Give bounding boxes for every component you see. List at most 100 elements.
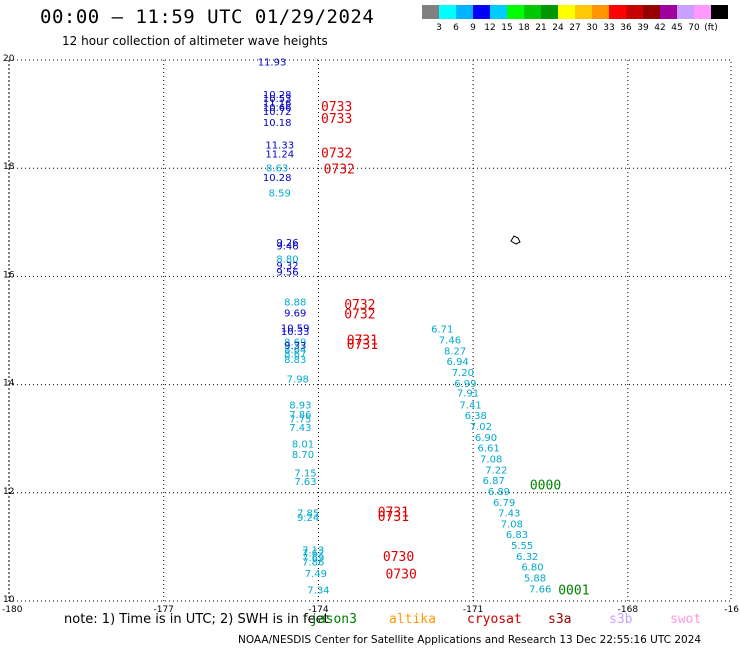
chart-title: 00:00 – 11:59 UTC 01/29/2024 bbox=[40, 6, 375, 28]
note-text: note: 1) Time is in UTC; 2) SWH is in fe… bbox=[64, 612, 329, 627]
wave-height-value: 9.69 bbox=[284, 308, 306, 319]
x-tick-label: -174 bbox=[308, 605, 329, 615]
wave-height-value: 10.28 bbox=[263, 90, 292, 101]
y-tick-label: 14 bbox=[3, 379, 15, 389]
wave-height-value: 7.43 bbox=[498, 509, 520, 520]
wave-height-value: 9.26 bbox=[276, 238, 298, 249]
scale-label: 70 bbox=[688, 23, 700, 33]
wave-height-value: 6.89 bbox=[488, 487, 510, 498]
wave-height-value: 8.93 bbox=[289, 400, 311, 411]
wave-height-value: 8.64 bbox=[284, 345, 306, 356]
wave-height-value: 7.91 bbox=[457, 389, 479, 400]
wave-height-value: 8.63 bbox=[266, 163, 288, 174]
scale-swatch bbox=[473, 5, 490, 19]
scale-label: 33 bbox=[603, 23, 614, 33]
wave-height-value: 6.61 bbox=[477, 444, 499, 455]
scale-swatch bbox=[507, 5, 524, 19]
wave-height-value: 11.16 bbox=[263, 99, 292, 110]
wave-height-value: 7.34 bbox=[307, 585, 329, 596]
scale-swatch bbox=[490, 5, 507, 19]
wave-height-value: 8.01 bbox=[292, 439, 314, 450]
wave-height-value: 6.80 bbox=[521, 563, 543, 574]
scale-swatch bbox=[456, 5, 473, 19]
pass-time-label: 0731 bbox=[378, 510, 409, 525]
scale-swatch bbox=[660, 5, 677, 19]
wave-height-value: 9.32 bbox=[276, 261, 298, 272]
scale-label: 6 bbox=[453, 23, 459, 33]
wave-height-value: 10.66 bbox=[263, 103, 292, 114]
wave-height-value: 8.69 bbox=[284, 338, 306, 349]
pass-time-label: 0001 bbox=[558, 584, 589, 599]
x-tick-label: -168 bbox=[618, 605, 639, 615]
chart-grid bbox=[8, 59, 732, 602]
scale-label: 45 bbox=[671, 23, 682, 33]
scale-swatch bbox=[541, 5, 558, 19]
plot-frame bbox=[8, 59, 732, 602]
wave-height-value: 7.98 bbox=[287, 374, 309, 385]
scale-swatch bbox=[592, 5, 609, 19]
y-tick-label: 10 bbox=[3, 595, 15, 605]
scale-swatch bbox=[626, 5, 643, 19]
pass-time-label: 0730 bbox=[383, 550, 414, 565]
island-marker bbox=[510, 235, 521, 245]
y-tick-label: 18 bbox=[3, 162, 15, 172]
wave-height-value: 7.43 bbox=[289, 423, 311, 434]
wave-height-value: 10.53 bbox=[263, 94, 292, 105]
x-tick-label: -180 bbox=[2, 605, 23, 615]
wave-height-points: 11.9310.2810.5311.1610.6610.7210.1811.33… bbox=[258, 57, 552, 596]
wave-height-value: 7.86 bbox=[289, 410, 311, 421]
scale-swatch bbox=[558, 5, 575, 19]
wave-height-value: 10.33 bbox=[281, 327, 310, 338]
wave-height-value: 6.99 bbox=[454, 379, 476, 390]
wave-height-value: 8.70 bbox=[292, 450, 314, 461]
wave-height-value: 8.67 bbox=[284, 350, 306, 361]
scale-swatch bbox=[643, 5, 660, 19]
mission-s3a: s3a bbox=[548, 612, 572, 627]
scale-label: 9 bbox=[470, 23, 476, 33]
wave-height-value: 9.56 bbox=[276, 267, 298, 278]
wave-height-value: 7.49 bbox=[305, 569, 327, 580]
wave-height-value: 7.15 bbox=[294, 469, 316, 480]
scale-label: 24 bbox=[552, 23, 564, 33]
color-scale-legend: 3 6 9 12 15 18 21 24 27 30 33 36 39 42 45 70 (ft) bbox=[422, 5, 728, 33]
mission-altika: altika bbox=[389, 612, 436, 627]
wave-height-value: 7.46 bbox=[439, 335, 461, 346]
wave-height-value: 6.32 bbox=[516, 552, 538, 563]
scale-label: 27 bbox=[569, 23, 580, 33]
scale-label: 36 bbox=[620, 23, 632, 33]
scale-swatch bbox=[524, 5, 541, 19]
wave-height-value: 10.59 bbox=[281, 324, 310, 335]
scale-label: 39 bbox=[637, 23, 649, 33]
wave-height-value: 11.93 bbox=[258, 57, 287, 68]
pass-time-label: 0731 bbox=[378, 506, 409, 521]
scale-swatch bbox=[575, 5, 592, 19]
x-tick-label: -16 bbox=[724, 605, 739, 615]
x-tick-label: -177 bbox=[153, 605, 173, 615]
scale-label: 21 bbox=[535, 23, 546, 33]
pass-time-label: 0731 bbox=[347, 338, 378, 353]
wave-height-value: 7.20 bbox=[452, 368, 474, 379]
mission-s3b: s3b bbox=[609, 612, 633, 627]
scale-label: (ft) bbox=[704, 23, 718, 33]
scale-label: 30 bbox=[586, 23, 598, 33]
wave-height-value: 8.83 bbox=[284, 355, 306, 366]
pass-time-label: 0731 bbox=[347, 334, 378, 349]
wave-height-value: 7.08 bbox=[501, 519, 523, 530]
wave-height-value: 6.38 bbox=[465, 411, 487, 422]
x-tick-label: -171 bbox=[463, 605, 483, 615]
pass-time-labels: 0733073307320732073207320731073107310731… bbox=[321, 100, 590, 599]
wave-height-value: 7.41 bbox=[459, 400, 481, 411]
scale-label: 18 bbox=[518, 23, 530, 33]
wave-height-value: 7.13 bbox=[302, 545, 324, 556]
wave-height-value: 7.62 bbox=[302, 549, 324, 560]
wave-height-value: 6.83 bbox=[506, 530, 528, 541]
wave-height-value: 8.27 bbox=[444, 346, 466, 357]
wave-height-value: 6.94 bbox=[447, 357, 469, 368]
wave-height-value: 7.86 bbox=[302, 557, 324, 568]
y-tick-label: 12 bbox=[3, 487, 14, 497]
scale-label: 15 bbox=[501, 23, 512, 33]
wave-height-value: 10.28 bbox=[263, 173, 292, 184]
wave-height-value: 6.71 bbox=[431, 325, 453, 336]
wave-height-value: 6.87 bbox=[483, 476, 505, 487]
scale-label: 12 bbox=[484, 23, 495, 33]
